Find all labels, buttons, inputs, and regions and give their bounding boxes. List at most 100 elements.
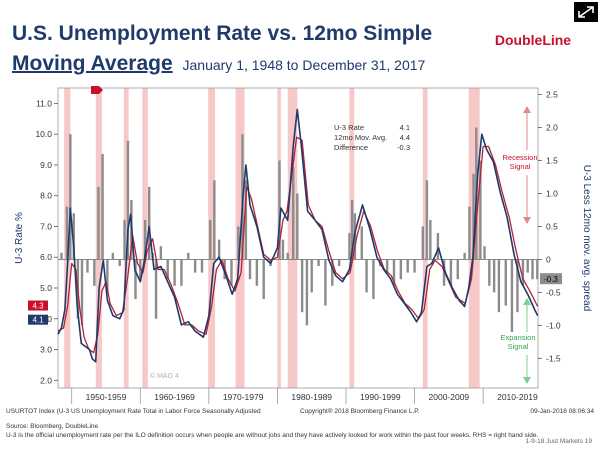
difference-bar [531, 259, 534, 280]
difference-bar [324, 259, 327, 306]
left-tick-label: 11.0 [36, 98, 52, 108]
difference-bar [331, 259, 334, 286]
difference-bar [399, 259, 403, 280]
legend-row-value: 4.4 [400, 133, 410, 142]
last-value-tag-bg [28, 300, 48, 311]
last-value-tag-bg [28, 314, 48, 325]
rate-lines [57, 108, 539, 363]
right-tick-label: 1.5 [546, 156, 558, 166]
difference-bar [317, 259, 320, 267]
difference-bar [217, 239, 221, 260]
copyright-line: Copyright® 2018 Bloomberg Finance L.P. [300, 407, 420, 415]
watermark: © MAG 4 [150, 372, 179, 380]
axes: 2.03.04.05.06.07.08.09.010.011.0U-3 Rate… [14, 90, 592, 404]
difference-bar [173, 259, 176, 286]
recession-band [123, 88, 129, 388]
recession-arrowhead-down [523, 217, 531, 224]
expansion-signal-label-2: Signal [508, 342, 529, 351]
recession-signal-label-2: Signal [510, 162, 531, 171]
difference-bar [463, 252, 466, 260]
difference-bar [209, 219, 212, 260]
difference-bar [248, 259, 252, 280]
difference-bar [413, 259, 416, 273]
difference-bar [521, 259, 525, 286]
difference-bar [292, 167, 295, 260]
left-tick-label: 3.0 [40, 345, 52, 355]
difference-bar [406, 259, 409, 273]
expand-icon[interactable] [574, 2, 598, 22]
difference-bar [111, 252, 115, 260]
difference-bar [230, 259, 233, 286]
right-tick-label: 0.5 [546, 221, 558, 231]
difference-bar [429, 219, 432, 260]
difference-bar [421, 226, 424, 260]
difference-bar [456, 259, 459, 280]
left-axis-label: U-3 Rate % [14, 212, 25, 264]
difference-bar [65, 206, 69, 260]
difference-bar [425, 180, 429, 260]
difference-bar [286, 252, 289, 260]
decade-label: 1980-1989 [291, 392, 332, 402]
plot-frame [57, 87, 539, 389]
right-tick-label: -1.0 [546, 320, 561, 330]
difference-bar [526, 259, 529, 273]
difference-bar [143, 219, 147, 260]
difference-bar [436, 233, 440, 260]
difference-bar [365, 259, 368, 293]
difference-bar [468, 206, 471, 260]
difference-bar [193, 259, 197, 273]
right-tick-label: -1.5 [546, 353, 561, 363]
page-footer-text: 1-9-18 Just Markets 19 [525, 438, 592, 445]
difference-bar [148, 186, 151, 260]
difference-bar [392, 259, 396, 286]
difference-bar [154, 259, 158, 319]
difference-bar [93, 259, 96, 286]
difference-bar [262, 259, 265, 299]
difference-bar [504, 259, 507, 306]
left-tick-label: 6.0 [40, 252, 52, 262]
decade-label: 1990-1999 [360, 392, 401, 402]
chart-title-line-1: U.S. Unemployment Rate vs. 12mo Simple [12, 22, 433, 45]
recession-band [208, 88, 216, 388]
doubleline-logo: DoubleLine [490, 28, 576, 52]
difference-bar [69, 134, 72, 260]
difference-bar [237, 226, 240, 260]
difference-bar [200, 259, 204, 273]
difference-bar [516, 259, 519, 313]
difference-bar [72, 213, 75, 260]
legend-row-label: Difference [334, 143, 368, 152]
difference-bar [180, 259, 183, 286]
legend-row-value: -0.3 [397, 143, 410, 152]
difference-bar [337, 259, 341, 267]
difference-bar [60, 252, 63, 260]
difference-bar [472, 173, 475, 260]
difference-bar [492, 259, 496, 293]
difference-bar [134, 259, 137, 299]
difference-bar [281, 239, 285, 260]
difference-bar [123, 219, 126, 260]
recession-band [422, 88, 428, 388]
difference-bar [101, 153, 104, 260]
logo-wordmark: DoubleLine [495, 32, 571, 48]
decade-label: 1960-1969 [154, 392, 195, 402]
difference-bar [510, 259, 514, 332]
page-footer: 1-9-18 Just Markets 19 [526, 438, 592, 445]
difference-bar [244, 180, 248, 260]
difference-bar [449, 259, 453, 286]
right-tick-label: 2.5 [546, 90, 558, 100]
source-text: Source: Bloomberg, DoubleLine [6, 423, 99, 430]
difference-bar [483, 246, 486, 260]
legend-row-label: 12mo Mov. Avg. [334, 133, 387, 142]
difference-bar [296, 193, 299, 260]
expansion-signal-label-1: Expansion [500, 333, 535, 342]
difference-bar [348, 233, 351, 260]
difference-bar [310, 259, 313, 293]
chart-title-underlined: Moving Average [12, 52, 173, 75]
difference-bar [166, 259, 169, 280]
left-tick-label: 5.0 [40, 283, 52, 293]
left-tick-label: 10.0 [35, 129, 52, 139]
difference-bar [497, 259, 501, 313]
chart-title-line-2: Moving Average January 1, 1948 to Decemb… [12, 52, 425, 76]
right-tick-label: -0.5 [546, 287, 561, 297]
difference-bar [86, 259, 89, 273]
